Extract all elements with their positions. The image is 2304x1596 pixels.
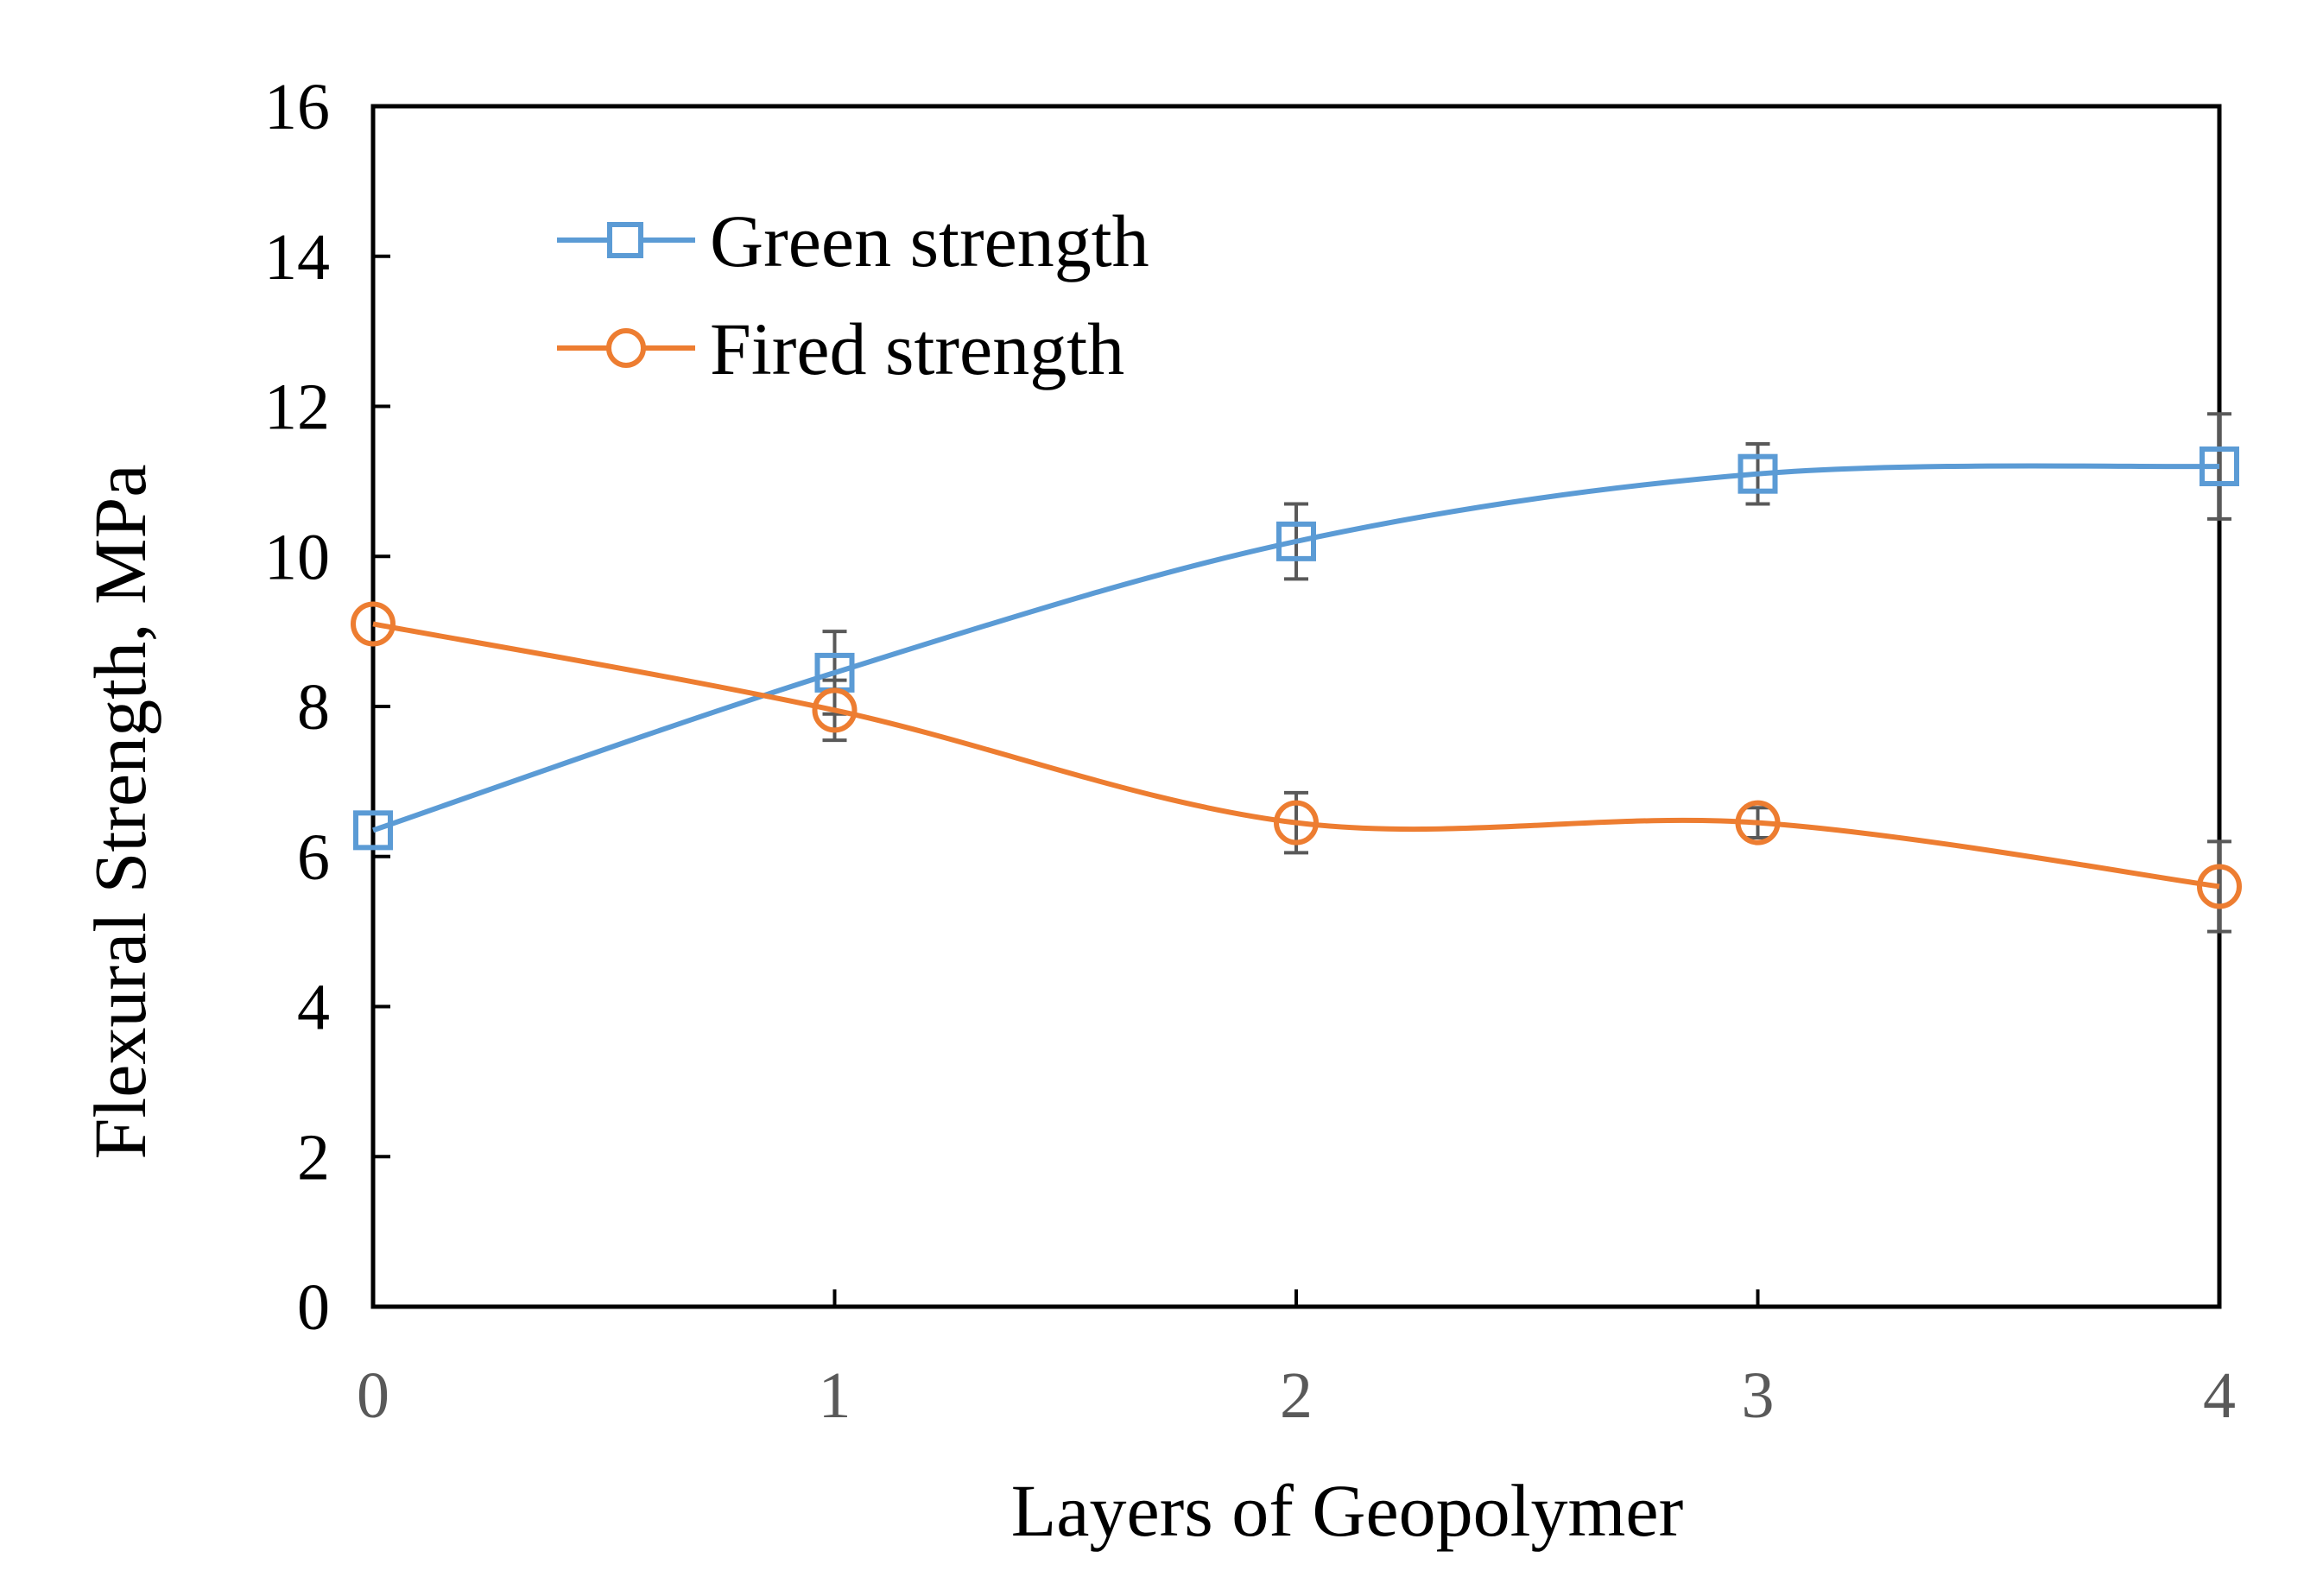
y-tick-label: 6 xyxy=(297,821,330,894)
plot-frame xyxy=(370,104,2222,1309)
x-tick-label: 3 xyxy=(1742,1359,1775,1432)
y-tick-label: 12 xyxy=(264,371,330,444)
data-point-fired xyxy=(351,601,396,647)
y-tick-label: 14 xyxy=(264,221,330,294)
legend-label-fired: Fired strength xyxy=(710,307,1124,390)
y-tick-label: 2 xyxy=(297,1121,330,1194)
data-point-fired xyxy=(2197,864,2242,909)
legend-swatch-fired-marker xyxy=(606,328,646,368)
y-tick-label: 0 xyxy=(297,1271,330,1344)
data-point-fired xyxy=(1274,800,1319,846)
x-tick-label: 0 xyxy=(357,1359,389,1432)
data-point-green xyxy=(353,810,393,851)
legend-item-green: Green strength xyxy=(557,200,1149,282)
legend-item-fired: Fired strength xyxy=(557,307,1124,390)
data-point-green xyxy=(1737,453,1778,494)
x-axis: 0 1 2 3 4 xyxy=(357,1289,2236,1432)
y-tick-label: 10 xyxy=(264,521,330,593)
y-tick-label: 8 xyxy=(297,671,330,744)
x-tick-label: 1 xyxy=(819,1359,851,1432)
y-axis-title: Flexural Strength, MPa xyxy=(79,465,161,1160)
y-tick-label: 16 xyxy=(264,71,330,143)
x-tick-label: 4 xyxy=(2203,1359,2236,1432)
y-tick-label: 4 xyxy=(297,972,330,1044)
data-point-green xyxy=(1276,521,1316,561)
y-axis: 0 2 4 6 8 10 12 14 16 xyxy=(264,71,390,1344)
legend-label-green: Green strength xyxy=(710,200,1149,282)
x-axis-title: Layers of Geopolymer xyxy=(1011,1469,1684,1552)
series-line-green xyxy=(372,463,2220,833)
data-point-green xyxy=(2200,446,2239,486)
x-tick-label: 2 xyxy=(1280,1359,1313,1432)
data-point-fired xyxy=(1735,800,1781,846)
legend-swatch-green-marker xyxy=(607,222,643,258)
series-line-fired xyxy=(372,621,2220,890)
data-point-fired xyxy=(812,687,858,733)
legend: Green strength Fired strength xyxy=(557,200,1149,390)
plot-series xyxy=(351,412,2242,934)
